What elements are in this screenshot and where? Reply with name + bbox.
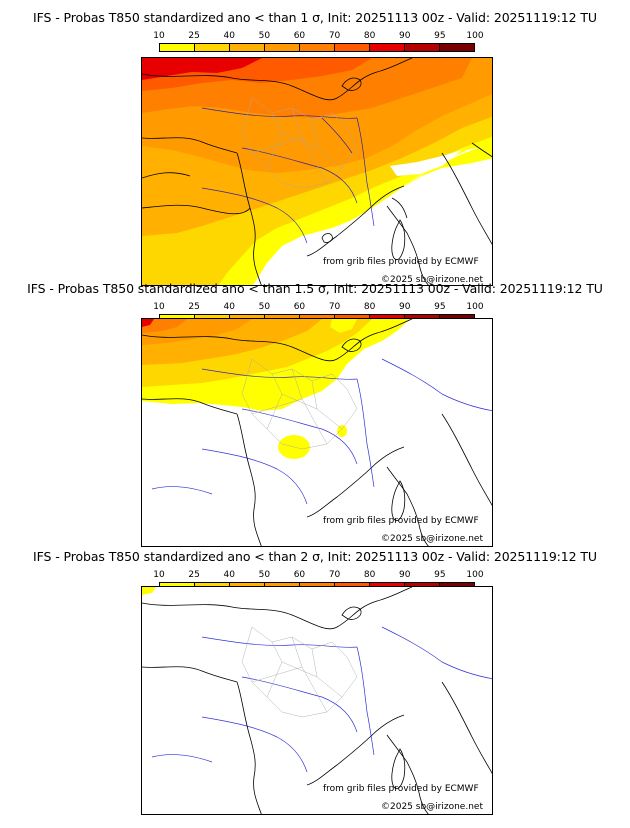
colorbar-tick-label: 70: [328, 570, 341, 580]
departments: [241, 626, 358, 718]
source-credit: from grib files provided by ECMWF: [323, 784, 479, 794]
colorbar-tick-label: 60: [293, 302, 306, 312]
panel-3: IFS - Probas T850 standardized ano < tha…: [0, 549, 630, 825]
colorbar-segment: [265, 44, 300, 51]
colorbar-tick-label: 60: [293, 31, 306, 41]
map-svg: [142, 587, 492, 814]
colorbar-tick-label: 95: [434, 570, 446, 580]
colorbar-labels: 10 25 40 50 60 70 80 90 95 100: [141, 570, 483, 582]
colorbar-tick-label: 80: [363, 302, 376, 312]
rivers: [151, 358, 492, 505]
source-credit: from grib files provided by ECMWF: [323, 516, 479, 526]
colorbar: [159, 43, 475, 52]
colorbar-tick-label: 25: [188, 31, 200, 41]
colorbar-tick-label: 50: [258, 570, 271, 580]
colorbar-tick-label: 100: [466, 31, 484, 41]
departments: [241, 97, 358, 189]
colorbar-tick-label: 60: [293, 570, 306, 580]
colorbar-tick-label: 70: [328, 31, 341, 41]
colorbar-tick-label: 95: [434, 302, 446, 312]
copyright: ©2025 sb@irizone.net: [381, 802, 483, 812]
colorbar-tick-label: 90: [399, 31, 411, 41]
colorbar-segment: [370, 44, 405, 51]
colorbar-tick-label: 25: [188, 302, 200, 312]
colorbar-segment: [195, 44, 230, 51]
colorbar-tick-label: 10: [153, 302, 165, 312]
panel-title: IFS - Probas T850 standardized ano < tha…: [33, 549, 597, 564]
colorbar-tick-label: 25: [188, 570, 200, 580]
colorbar-labels: 10 25 40 50 60 70 80 90 95 100: [141, 302, 483, 314]
colorbar-tick-label: 40: [223, 31, 235, 41]
coastlines: [142, 587, 492, 814]
map-svg: [142, 58, 492, 285]
probability-map: from grib files provided by ECMWF ©2025 …: [141, 318, 493, 547]
colorbar-tick-label: 10: [153, 31, 165, 41]
colorbar-tick-label: 95: [434, 31, 446, 41]
colorbar-segment: [230, 44, 265, 51]
panel-1: IFS - Probas T850 standardized ano < tha…: [0, 10, 630, 286]
colorbar-tick-label: 100: [466, 570, 484, 580]
departments: [241, 358, 358, 450]
colorbar-segment: [335, 44, 370, 51]
panel-title: IFS - Probas T850 standardized ano < tha…: [33, 10, 597, 25]
probability-map: from grib files provided by ECMWF ©2025 …: [141, 57, 493, 286]
probability-map: from grib files provided by ECMWF ©2025 …: [141, 586, 493, 815]
probability-field: [142, 587, 156, 595]
colorbar-tick-label: 50: [258, 31, 271, 41]
copyright: ©2025 sb@irizone.net: [381, 534, 483, 544]
probability-field: [142, 58, 492, 285]
colorbar-tick-label: 40: [223, 570, 235, 580]
probability-field: [142, 319, 410, 459]
colorbar-segment: [405, 44, 440, 51]
colorbar-tick-label: 80: [363, 31, 376, 41]
colorbar-tick-label: 90: [399, 570, 411, 580]
colorbar-labels: 10 25 40 50 60 70 80 90 95 100: [141, 31, 483, 43]
coastlines: [142, 319, 492, 546]
copyright: ©2025 sb@irizone.net: [381, 275, 483, 285]
colorbar-tick-label: 10: [153, 570, 165, 580]
colorbar-tick-label: 40: [223, 302, 235, 312]
colorbar-tick-label: 100: [466, 302, 484, 312]
map-svg: [142, 319, 492, 546]
colorbar-segment: [440, 44, 474, 51]
rivers: [201, 107, 375, 244]
panel-2: IFS - Probas T850 standardized ano < tha…: [0, 281, 630, 557]
colorbar-tick-label: 90: [399, 302, 411, 312]
source-credit: from grib files provided by ECMWF: [323, 257, 479, 267]
rivers: [151, 626, 492, 773]
colorbar-segment: [300, 44, 335, 51]
colorbar-tick-label: 50: [258, 302, 271, 312]
colorbar-tick-label: 70: [328, 302, 341, 312]
panel-title: IFS - Probas T850 standardized ano < tha…: [27, 281, 603, 296]
coastlines: [142, 58, 492, 285]
colorbar-segment: [160, 44, 195, 51]
colorbar-tick-label: 80: [363, 570, 376, 580]
